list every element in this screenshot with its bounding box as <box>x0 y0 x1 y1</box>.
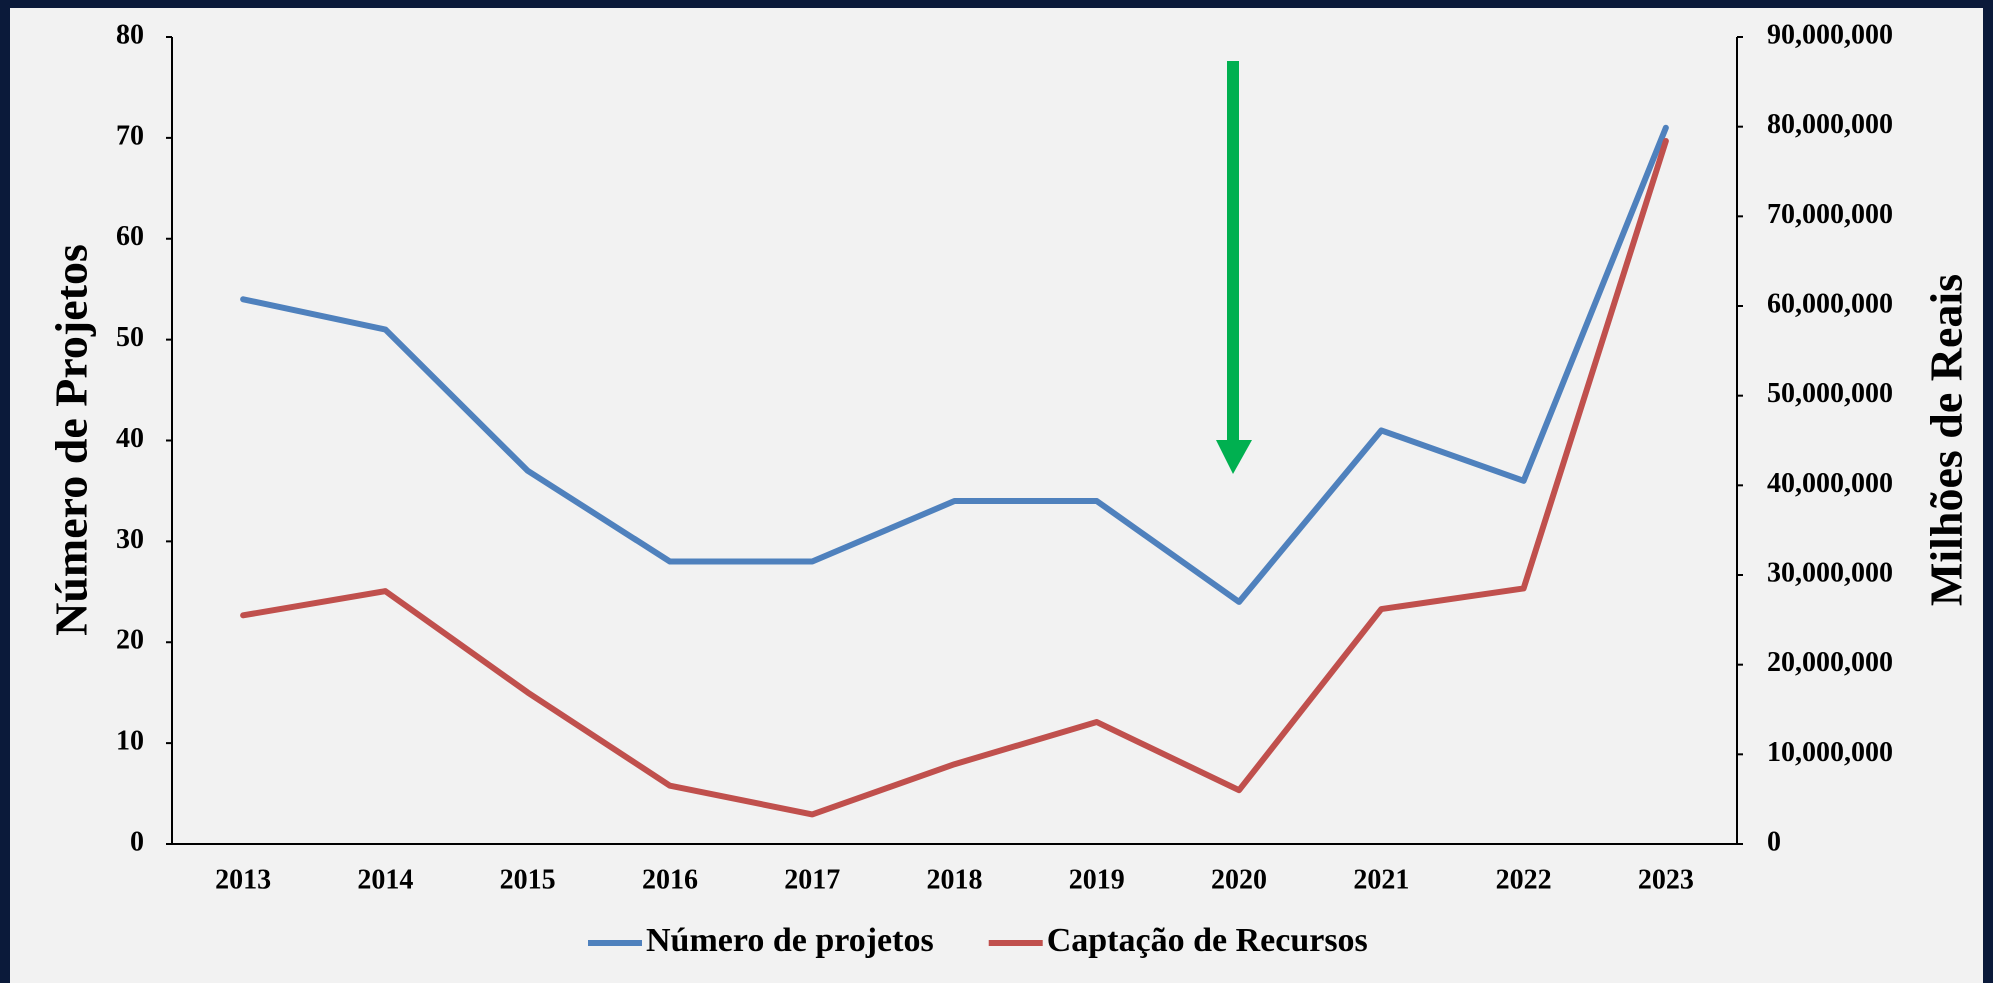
y2-tick-label: 50,000,000 <box>1767 378 1893 409</box>
arrow-shaft <box>1227 61 1239 446</box>
x-tick-label: 2014 <box>357 864 413 895</box>
x-tick-label: 2017 <box>784 864 840 895</box>
y2-axis-title: Milhões de Reais <box>1921 274 1972 606</box>
y-tick-label: 60 <box>116 221 144 252</box>
x-tick-label: 2021 <box>1353 864 1409 895</box>
data-line <box>240 124 1669 605</box>
y-tick-label: 70 <box>116 120 144 151</box>
y-tick-label: 40 <box>116 423 144 454</box>
y2-tick-label: 20,000,000 <box>1767 647 1893 678</box>
x-tick-label: 2020 <box>1211 864 1267 895</box>
arrow-head <box>1216 440 1252 474</box>
y-tick-label: 30 <box>116 524 144 555</box>
legend-label: Número de projetos <box>646 922 934 959</box>
x-tick-label: 2019 <box>1069 864 1125 895</box>
y-axis-title: Número de Projetos <box>46 244 97 636</box>
x-tick-label: 2022 <box>1496 864 1552 895</box>
x-tick-label: 2016 <box>642 864 698 895</box>
y-tick-label: 80 <box>116 19 144 50</box>
y2-tick-label: 30,000,000 <box>1767 557 1893 588</box>
x-tick-label: 2018 <box>927 864 983 895</box>
annotation-arrow <box>1216 61 1252 474</box>
y-tick-label: 50 <box>116 322 144 353</box>
x-tick-label: 2023 <box>1638 864 1694 895</box>
y2-tick-label: 70,000,000 <box>1767 199 1893 230</box>
y-tick-label: 10 <box>116 726 144 757</box>
x-tick-label: 2015 <box>500 864 556 895</box>
y-tick-label: 0 <box>130 826 144 857</box>
y2-tick-label: 0 <box>1767 826 1781 857</box>
y2-tick-label: 10,000,000 <box>1767 737 1893 768</box>
plot-background <box>10 8 1983 983</box>
data-line <box>240 138 1669 818</box>
y-tick-label: 20 <box>116 625 144 656</box>
y2-tick-label: 90,000,000 <box>1767 19 1893 50</box>
y2-tick-label: 40,000,000 <box>1767 468 1893 499</box>
x-tick-label: 2013 <box>215 864 271 895</box>
legend-label: Captação de Recursos <box>1047 922 1368 959</box>
y2-tick-label: 60,000,000 <box>1767 288 1893 319</box>
y2-tick-label: 80,000,000 <box>1767 109 1893 140</box>
